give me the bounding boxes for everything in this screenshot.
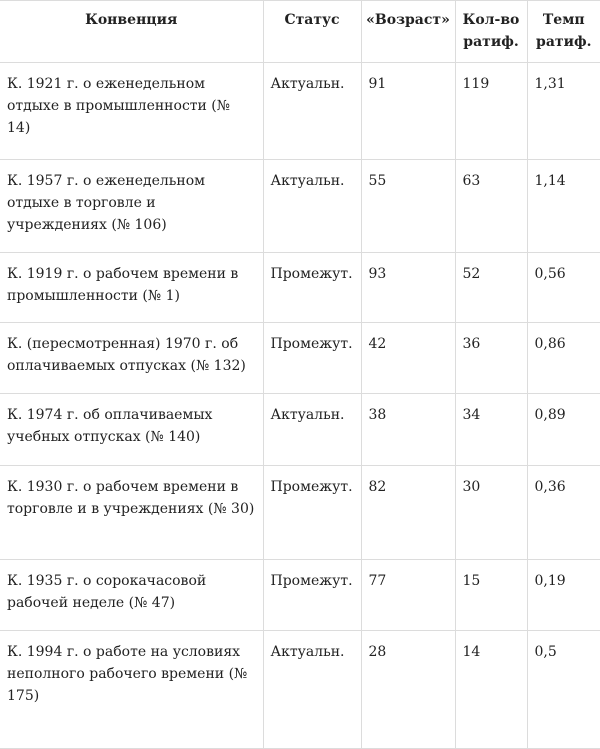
cell-status: Актуальн. bbox=[262, 62, 362, 160]
cell-convention: К. 1930 г. о рабочем времени в торговле … bbox=[0, 465, 264, 560]
cell-ratif-rate: 0,5 bbox=[526, 630, 600, 749]
cell-age: 28 bbox=[360, 630, 456, 749]
cell-convention: К. 1935 г. о сорокачасовой рабочей недел… bbox=[0, 559, 264, 631]
header-convention: Конвенция bbox=[0, 0, 264, 63]
cell-ratif-rate: 0,86 bbox=[526, 322, 600, 394]
table-header-row: Конвенция Статус «Возраст» Кол-во ратиф.… bbox=[0, 0, 600, 63]
cell-convention: К. 1974 г. об оплачиваемых учебных отпус… bbox=[0, 393, 264, 466]
cell-status: Актуальн. bbox=[262, 159, 362, 253]
cell-age: 38 bbox=[360, 393, 456, 466]
cell-ratif-count: 63 bbox=[454, 159, 528, 253]
header-ratif-rate: Темп ратиф. bbox=[526, 0, 600, 63]
cell-ratif-count: 119 bbox=[454, 62, 528, 160]
cell-status: Промежут. bbox=[262, 252, 362, 323]
table-row: К. 1994 г. о работе на условиях неполног… bbox=[0, 630, 600, 749]
table-row: К. 1957 г. о еженедельном отдыхе в торго… bbox=[0, 159, 600, 253]
table-row: К. 1921 г. о еженедельном отдыхе в промы… bbox=[0, 62, 600, 160]
header-status: Статус bbox=[262, 0, 362, 63]
cell-ratif-rate: 0,19 bbox=[526, 559, 600, 631]
cell-age: 42 bbox=[360, 322, 456, 394]
cell-ratif-count: 34 bbox=[454, 393, 528, 466]
cell-status: Актуальн. bbox=[262, 393, 362, 466]
cell-status: Промежут. bbox=[262, 322, 362, 394]
cell-age: 91 bbox=[360, 62, 456, 160]
cell-ratif-rate: 1,31 bbox=[526, 62, 600, 160]
cell-ratif-rate: 0,89 bbox=[526, 393, 600, 466]
cell-status: Промежут. bbox=[262, 559, 362, 631]
cell-ratif-count: 52 bbox=[454, 252, 528, 323]
cell-ratif-rate: 1,14 bbox=[526, 159, 600, 253]
table-row: К. (пересмотренная) 1970 г. об оплачивае… bbox=[0, 322, 600, 394]
cell-convention: К. 1994 г. о работе на условиях неполног… bbox=[0, 630, 264, 749]
table-row: К. 1930 г. о рабочем времени в торговле … bbox=[0, 465, 600, 560]
cell-convention: К. (пересмотренная) 1970 г. об оплачивае… bbox=[0, 322, 264, 394]
cell-status: Промежут. bbox=[262, 465, 362, 560]
cell-ratif-count: 36 bbox=[454, 322, 528, 394]
table-row: К. 1974 г. об оплачиваемых учебных отпус… bbox=[0, 393, 600, 466]
header-age: «Возраст» bbox=[360, 0, 456, 63]
cell-ratif-count: 30 bbox=[454, 465, 528, 560]
cell-ratif-count: 14 bbox=[454, 630, 528, 749]
cell-convention: К. 1957 г. о еженедельном отдыхе в торго… bbox=[0, 159, 264, 253]
cell-age: 77 bbox=[360, 559, 456, 631]
cell-ratif-rate: 0,56 bbox=[526, 252, 600, 323]
cell-age: 55 bbox=[360, 159, 456, 253]
cell-ratif-count: 15 bbox=[454, 559, 528, 631]
header-ratif-count: Кол-во ратиф. bbox=[454, 0, 528, 63]
table-row: К. 1935 г. о сорокачасовой рабочей недел… bbox=[0, 559, 600, 631]
cell-status: Актуальн. bbox=[262, 630, 362, 749]
table-row: К. 1919 г. о рабочем времени в промышлен… bbox=[0, 252, 600, 323]
cell-convention: К. 1919 г. о рабочем времени в промышлен… bbox=[0, 252, 264, 323]
cell-convention: К. 1921 г. о еженедельном отдыхе в промы… bbox=[0, 62, 264, 160]
cell-age: 82 bbox=[360, 465, 456, 560]
cell-age: 93 bbox=[360, 252, 456, 323]
cell-ratif-rate: 0,36 bbox=[526, 465, 600, 560]
